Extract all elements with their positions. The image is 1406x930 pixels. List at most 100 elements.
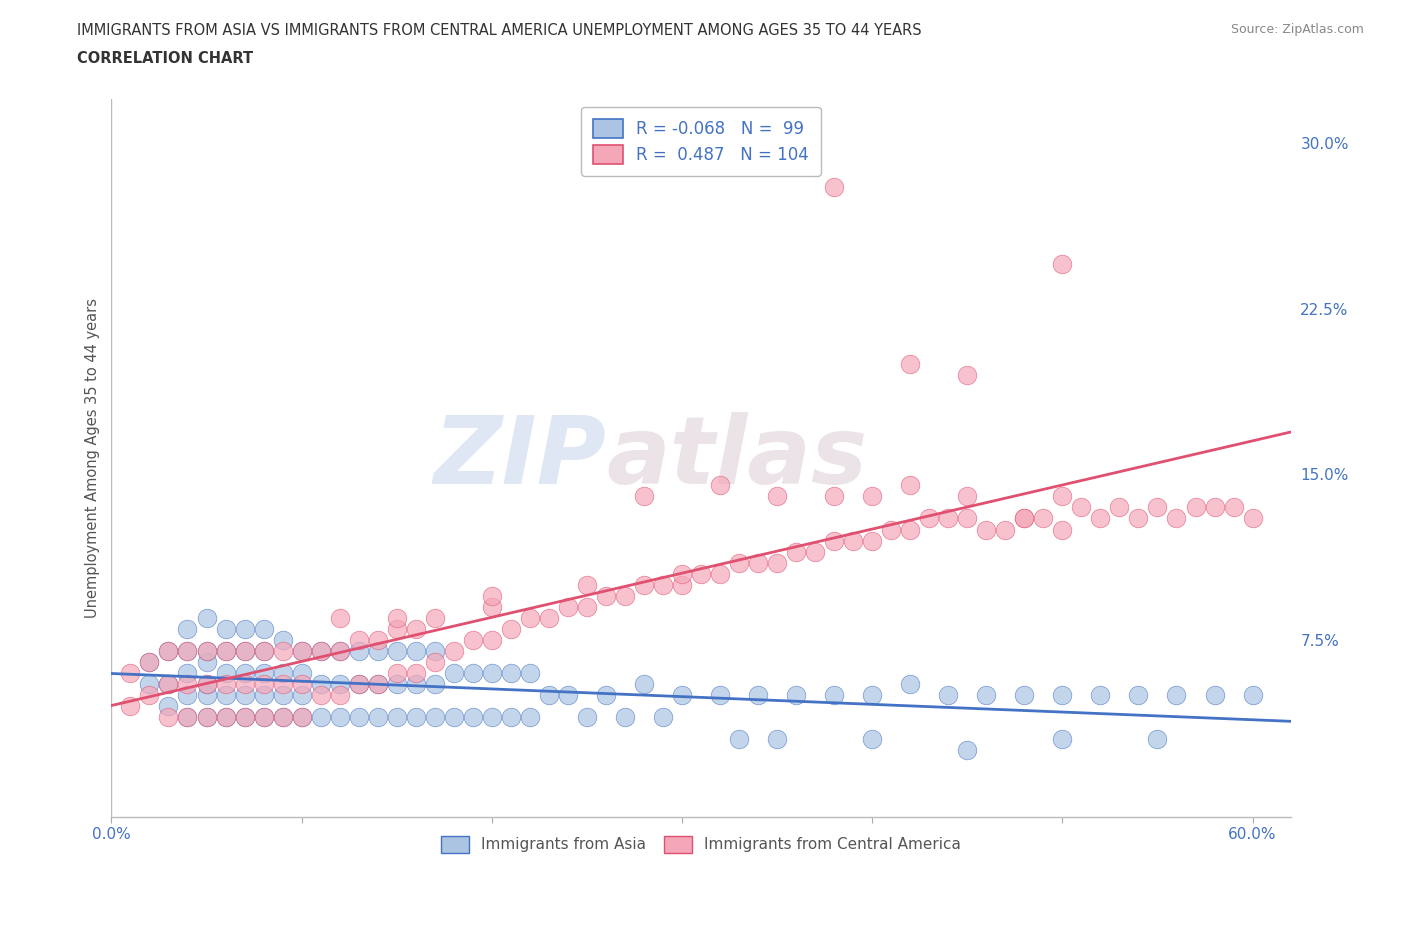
Point — [195, 655, 218, 670]
Point — [804, 544, 827, 559]
Point — [1052, 489, 1074, 504]
Point — [367, 710, 389, 724]
Point — [728, 555, 751, 570]
Point — [405, 644, 427, 658]
Point — [956, 511, 979, 525]
Point — [557, 600, 579, 615]
Point — [176, 644, 198, 658]
Text: ZIP: ZIP — [434, 412, 606, 504]
Point — [195, 644, 218, 658]
Point — [271, 677, 294, 692]
Point — [157, 677, 180, 692]
Point — [347, 644, 370, 658]
Point — [575, 710, 598, 724]
Point — [233, 677, 256, 692]
Point — [1146, 500, 1168, 515]
Point — [728, 732, 751, 747]
Point — [956, 367, 979, 382]
Point — [329, 644, 352, 658]
Point — [1204, 688, 1226, 703]
Point — [195, 677, 218, 692]
Point — [157, 644, 180, 658]
Point — [936, 688, 959, 703]
Point — [1128, 511, 1150, 525]
Point — [423, 644, 446, 658]
Point — [595, 688, 617, 703]
Point — [329, 710, 352, 724]
Point — [385, 666, 408, 681]
Point — [252, 644, 274, 658]
Point — [823, 179, 845, 194]
Point — [519, 610, 541, 625]
Point — [252, 666, 274, 681]
Point — [575, 600, 598, 615]
Point — [1052, 688, 1074, 703]
Point — [347, 677, 370, 692]
Point — [252, 688, 274, 703]
Point — [1032, 511, 1054, 525]
Point — [233, 688, 256, 703]
Point — [974, 522, 997, 537]
Point — [633, 489, 655, 504]
Point — [385, 710, 408, 724]
Point — [633, 677, 655, 692]
Point — [385, 644, 408, 658]
Point — [291, 666, 314, 681]
Text: atlas: atlas — [606, 412, 868, 504]
Point — [766, 555, 789, 570]
Text: IMMIGRANTS FROM ASIA VS IMMIGRANTS FROM CENTRAL AMERICA UNEMPLOYMENT AMONG AGES : IMMIGRANTS FROM ASIA VS IMMIGRANTS FROM … — [77, 23, 922, 38]
Point — [214, 710, 236, 724]
Point — [1166, 688, 1188, 703]
Point — [405, 710, 427, 724]
Point — [252, 644, 274, 658]
Point — [291, 644, 314, 658]
Point — [423, 610, 446, 625]
Point — [766, 732, 789, 747]
Point — [823, 533, 845, 548]
Point — [120, 698, 142, 713]
Point — [385, 610, 408, 625]
Point — [291, 644, 314, 658]
Point — [557, 688, 579, 703]
Point — [1222, 500, 1244, 515]
Point — [1241, 511, 1264, 525]
Point — [423, 710, 446, 724]
Point — [499, 710, 522, 724]
Point — [1014, 511, 1036, 525]
Point — [367, 677, 389, 692]
Point — [309, 710, 332, 724]
Point — [138, 655, 160, 670]
Point — [329, 688, 352, 703]
Point — [461, 710, 484, 724]
Point — [214, 677, 236, 692]
Point — [1070, 500, 1092, 515]
Point — [120, 666, 142, 681]
Point — [880, 522, 903, 537]
Point — [898, 677, 921, 692]
Point — [860, 688, 883, 703]
Point — [367, 632, 389, 647]
Point — [252, 621, 274, 636]
Point — [157, 698, 180, 713]
Point — [291, 710, 314, 724]
Point — [214, 644, 236, 658]
Point — [252, 677, 274, 692]
Point — [823, 688, 845, 703]
Point — [252, 710, 274, 724]
Point — [860, 732, 883, 747]
Point — [291, 710, 314, 724]
Point — [309, 644, 332, 658]
Point — [405, 677, 427, 692]
Point — [613, 710, 636, 724]
Point — [309, 688, 332, 703]
Point — [1108, 500, 1130, 515]
Point — [595, 589, 617, 604]
Point — [329, 644, 352, 658]
Y-axis label: Unemployment Among Ages 35 to 44 years: Unemployment Among Ages 35 to 44 years — [86, 298, 100, 618]
Point — [176, 688, 198, 703]
Point — [309, 677, 332, 692]
Point — [785, 688, 807, 703]
Point — [214, 621, 236, 636]
Point — [214, 710, 236, 724]
Point — [499, 621, 522, 636]
